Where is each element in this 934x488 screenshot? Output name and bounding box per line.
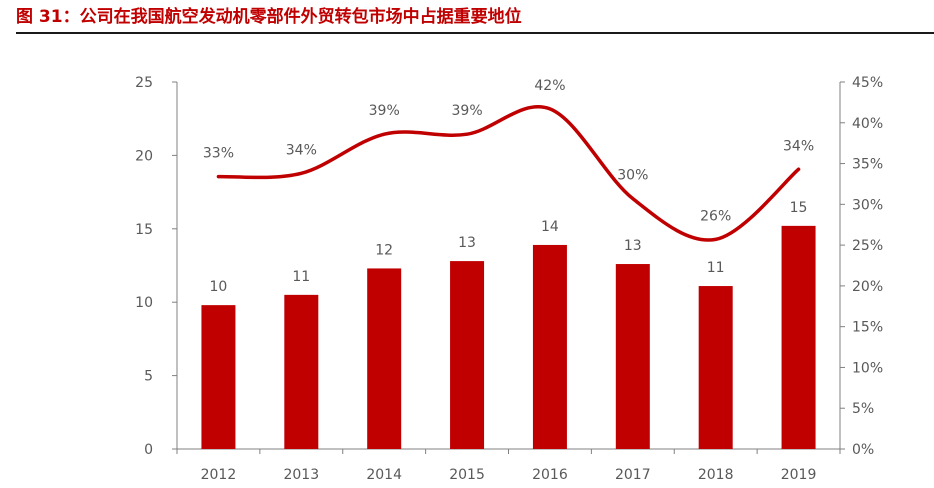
line-series	[216, 105, 801, 242]
x-axis-tick-label: 2015	[449, 467, 485, 483]
right-axis-tick-label: 15%	[852, 320, 883, 336]
left-axis-tick-label: 25	[135, 75, 153, 91]
bar-2014	[367, 268, 402, 449]
right-axis-tick-label: 20%	[852, 279, 883, 295]
line-value-label-2014: 39%	[369, 103, 400, 119]
right-axis-tick-label: 35%	[852, 157, 883, 173]
bar-value-label-2018: 11	[707, 260, 725, 276]
left-axis-tick-label: 5	[144, 369, 153, 385]
left-axis-tick-label: 20	[135, 148, 153, 164]
bar-2015	[450, 261, 485, 449]
left-axis-tick-label: 10	[135, 295, 153, 311]
bar-value-label-2017: 13	[624, 238, 642, 254]
x-axis-tick-label: 2016	[532, 467, 568, 483]
line-value-label-2015: 39%	[452, 103, 483, 119]
bar-2019	[781, 225, 816, 449]
line-value-label-2013: 34%	[286, 142, 317, 158]
right-axis-tick-label: 45%	[852, 75, 883, 91]
line-value-label-2017: 30%	[617, 168, 648, 184]
x-axis-tick-label: 2018	[698, 467, 734, 483]
title-divider	[16, 32, 934, 34]
x-axis-tick-label: 2017	[615, 467, 651, 483]
figure-title: 图 31：公司在我国航空发动机零部件外贸转包市场中占据重要地位	[16, 7, 522, 27]
bar-value-label-2012: 10	[210, 279, 228, 295]
x-axis-tick-label: 2012	[201, 467, 237, 483]
bar-2013	[284, 294, 319, 449]
line-value-label-2018: 26%	[700, 208, 731, 224]
x-axis-tick-label: 2019	[781, 467, 817, 483]
bar-value-label-2014: 12	[375, 242, 393, 258]
bar-value-label-2016: 14	[541, 219, 559, 235]
bar-2012	[201, 305, 236, 449]
line-value-label-2016: 42%	[534, 78, 565, 94]
share-line	[216, 105, 801, 242]
right-axis-tick-label: 25%	[852, 238, 883, 254]
chart-axes: 0 5 10 15 20 25 0% 5% 10% 15% 20% 25% 30% 35% 40% 45% 20…	[135, 75, 883, 483]
bar-2016	[532, 244, 567, 449]
left-axis-tick-label: 15	[135, 222, 153, 238]
line-value-label-2012: 33%	[203, 146, 234, 162]
bar-2018	[698, 286, 733, 449]
bar-series	[201, 225, 816, 449]
bar-value-label-2013: 11	[292, 269, 310, 285]
right-axis-tick-label: 10%	[852, 360, 883, 376]
right-axis-tick-label: 30%	[852, 197, 883, 213]
right-axis-tick-label: 5%	[852, 401, 874, 417]
right-axis-tick-label: 0%	[852, 442, 874, 458]
line-value-label-2019: 34%	[783, 138, 814, 154]
bar-2017	[615, 264, 650, 449]
bar-value-label-2015: 13	[458, 235, 476, 251]
right-axis-tick-label: 40%	[852, 116, 883, 132]
bar-value-label-2019: 15	[790, 200, 808, 216]
left-axis-tick-label: 0	[144, 442, 153, 458]
x-axis-tick-label: 2014	[366, 467, 402, 483]
data-labels: 10 11 12 13 14 13 11 15 33% 34% 39% 39% 42% 30% 26% 34%	[203, 78, 814, 295]
x-axis-tick-label: 2013	[283, 467, 319, 483]
